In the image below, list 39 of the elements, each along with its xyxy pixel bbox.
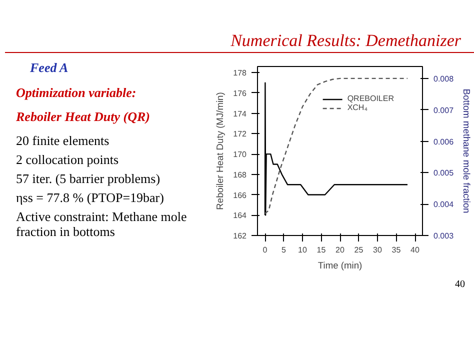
text: 2 collocation points xyxy=(16,152,119,167)
x-tick-label: 5 xyxy=(282,246,287,254)
x-tick-label: 40 xyxy=(410,246,420,254)
text: ηss = 77.8 % (PTOP=19bar) xyxy=(16,190,164,205)
y2-tick-label: 0.008 xyxy=(434,74,454,84)
text: 40 xyxy=(455,278,465,292)
text: 20 finite elements xyxy=(16,133,110,148)
y2-axis-title: Bottom methane mole fraction xyxy=(462,88,472,214)
text: 57 iter. (5 barrier problems) xyxy=(16,171,160,186)
y-tick-label: 166 xyxy=(233,190,248,200)
x-tick-label: 35 xyxy=(392,246,402,254)
y-tick-label: 176 xyxy=(233,88,248,98)
x-tick-label: 10 xyxy=(298,246,308,254)
x-tick-label: 20 xyxy=(336,246,345,254)
legend-label: QREBOILER xyxy=(347,94,394,103)
y-tick-label: 162 xyxy=(233,232,248,240)
y-tick-label: 172 xyxy=(233,130,248,139)
text: Active constraint: Methane mole fraction in bottoms xyxy=(16,209,188,239)
y-tick-label: 174 xyxy=(233,109,248,118)
x-tick-label: 25 xyxy=(354,246,364,254)
y-tick-label: 178 xyxy=(233,68,248,78)
legend-label: XCH₄ xyxy=(347,103,368,112)
y2-tick-label: 0.003 xyxy=(434,232,454,240)
x-tick-label: 30 xyxy=(373,246,382,254)
text: Reboiler Heat Duty (QR) xyxy=(16,109,150,124)
y-tick-label: 170 xyxy=(233,150,248,160)
x-tick-label: 15 xyxy=(316,246,326,254)
x-axis-title: Time (min) xyxy=(318,260,362,270)
y-axis-title: Reboiler Heat Duty (MJ/min) xyxy=(215,92,226,210)
x-tick-label: 0 xyxy=(262,246,268,254)
text: Optimization variable: xyxy=(16,85,136,100)
y2-tick-label: 0.004 xyxy=(434,200,454,210)
chart-title: Numerical Results: Demethanizer xyxy=(230,30,461,52)
y-tick-label: 164 xyxy=(233,211,248,220)
text: Feed A xyxy=(30,60,68,75)
y2-tick-label: 0.005 xyxy=(434,168,454,178)
y-tick-label: 168 xyxy=(233,170,248,180)
y2-tick-label: 0.007 xyxy=(434,106,454,115)
y2-tick-label: 0.006 xyxy=(434,137,454,146)
